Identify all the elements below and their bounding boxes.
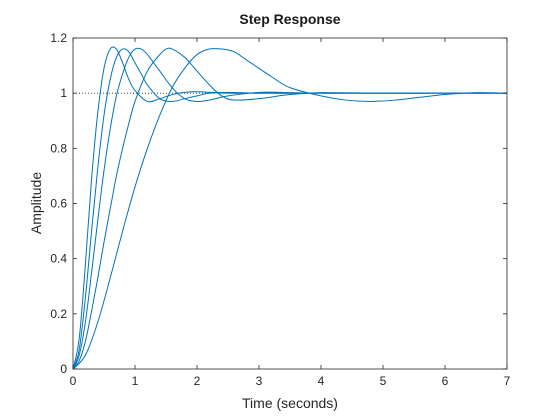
y-ticks: 0 0.2 0.4 0.6 0.8 1 1.2: [50, 31, 507, 376]
series-line-5: [72, 48, 508, 370]
y-tick-label: 1: [60, 86, 67, 100]
y-tick-label: 0: [60, 362, 67, 376]
y-axis-label: Amplitude: [28, 172, 44, 234]
y-tick-label: 0.8: [50, 141, 67, 155]
x-tick-label: 7: [504, 374, 511, 388]
x-tick-label: 5: [380, 374, 387, 388]
x-ticks: 0 1 2 3 4 5 6 7: [70, 38, 511, 388]
x-tick-label: 3: [256, 374, 263, 388]
y-tick-label: 1.2: [50, 31, 67, 45]
x-axis-label: Time (seconds): [242, 395, 338, 411]
series-line-4: [72, 47, 507, 370]
x-tick-label: 1: [132, 374, 139, 388]
x-tick-label: 2: [194, 374, 201, 388]
y-tick-label: 0.4: [50, 252, 67, 266]
series-group: [72, 46, 508, 370]
y-tick-label: 0.6: [50, 197, 67, 211]
y-tick-label: 0.2: [50, 307, 67, 321]
x-tick-label: 4: [318, 374, 325, 388]
x-tick-label: 6: [442, 374, 449, 388]
x-tick-label: 0: [70, 374, 77, 388]
chart-title: Step Response: [239, 11, 340, 27]
series-line-3: [72, 47, 507, 370]
